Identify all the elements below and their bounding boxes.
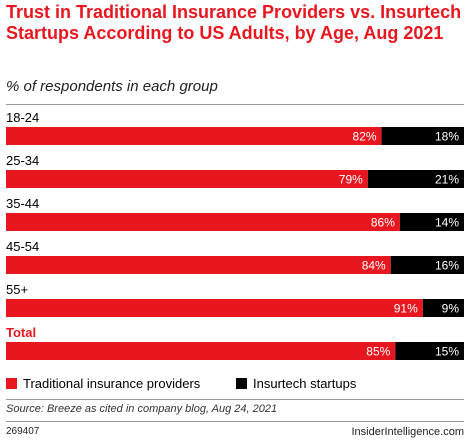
bar-insurtech: [367, 170, 464, 188]
bar-insurtech: [390, 256, 464, 274]
bar-insurtech: [399, 213, 464, 231]
value-label-traditional: 79%: [339, 173, 363, 187]
chart-title: Trust in Traditional Insurance Providers…: [6, 2, 462, 43]
brand-logo: InsiderIntelligence.com: [351, 426, 464, 438]
value-label-insurtech: 14%: [435, 216, 459, 230]
legend-traditional: Traditional insurance providers: [6, 376, 200, 391]
bar-traditional: [6, 299, 423, 317]
category-label: 25-34: [6, 153, 39, 168]
value-label-insurtech: 15%: [435, 345, 459, 359]
source-note: Source: Breeze as cited in company blog,…: [6, 403, 278, 415]
legend-insurtech: Insurtech startups: [236, 376, 356, 391]
bar-chart: 18-24 82% 18% 25-34 79% 21% 35-44 86% 14% 45-54 84…: [6, 110, 464, 360]
value-label-traditional: 85%: [366, 345, 390, 359]
chart-subtitle: % of respondents in each group: [6, 78, 218, 95]
bar-traditional: [6, 127, 382, 145]
category-label: 35-44: [6, 196, 39, 211]
legend-swatch-traditional: [6, 378, 17, 389]
bar-insurtech: [395, 342, 464, 360]
category-label: 45-54: [6, 239, 39, 254]
bar-traditional: [6, 213, 400, 231]
value-label-insurtech: 21%: [435, 173, 459, 187]
value-label-traditional: 86%: [371, 216, 395, 230]
bar-traditional: [6, 256, 391, 274]
bar-insurtech: [422, 299, 464, 317]
value-label-traditional: 82%: [353, 130, 377, 144]
chart-id: 269407: [6, 426, 40, 437]
bar-traditional: [6, 342, 396, 360]
source-divider: [6, 399, 464, 400]
bar-traditional: [6, 170, 368, 188]
legend-label-insurtech: Insurtech startups: [253, 376, 357, 391]
value-label-insurtech: 9%: [442, 302, 460, 316]
value-label-insurtech: 16%: [435, 259, 459, 273]
category-label: 18-24: [6, 110, 39, 125]
category-label: 55+: [6, 282, 28, 297]
value-label-traditional: 84%: [362, 259, 386, 273]
value-label-traditional: 91%: [394, 302, 418, 316]
bar-insurtech: [381, 127, 464, 145]
legend-swatch-insurtech: [236, 378, 247, 389]
legend-label-traditional: Traditional insurance providers: [23, 376, 201, 391]
value-label-insurtech: 18%: [435, 130, 459, 144]
footer-divider: [6, 421, 464, 422]
category-label: Total: [6, 325, 36, 340]
top-divider: [6, 104, 464, 105]
